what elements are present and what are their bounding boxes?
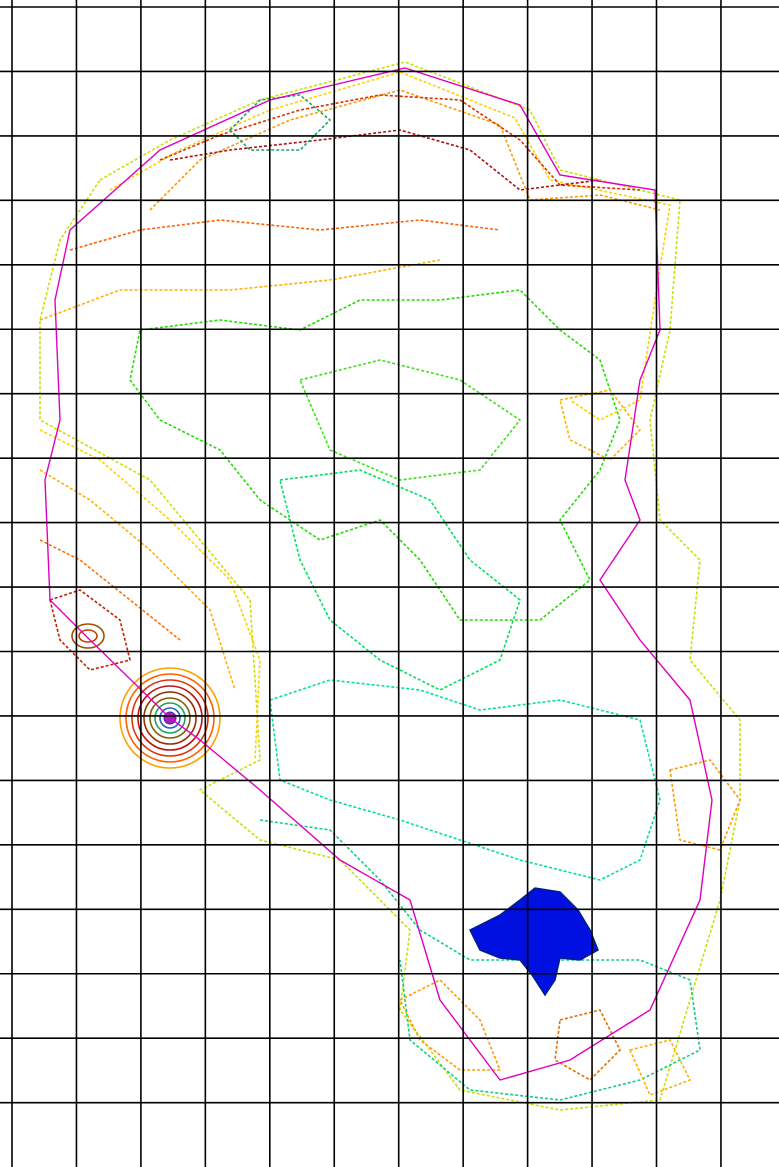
contour bbox=[280, 470, 520, 690]
contour bbox=[260, 820, 700, 1100]
contour bbox=[300, 360, 520, 480]
contour bbox=[40, 540, 180, 640]
contour bbox=[170, 130, 600, 190]
boundary bbox=[45, 68, 712, 1080]
contour-map bbox=[0, 0, 779, 1167]
contour bbox=[40, 430, 260, 760]
contour bbox=[230, 95, 330, 150]
contour bbox=[630, 1040, 690, 1095]
contour bbox=[560, 390, 640, 460]
contour-lines bbox=[40, 62, 740, 1110]
contour bbox=[130, 290, 620, 620]
contour bbox=[40, 260, 440, 320]
grid bbox=[0, 0, 779, 1167]
page: {"map": {"grid": true}} bbox=[0, 0, 779, 1167]
contour bbox=[555, 1010, 620, 1080]
contour bbox=[40, 62, 740, 1110]
lake bbox=[470, 888, 598, 995]
contour bbox=[400, 980, 500, 1070]
contour bbox=[110, 72, 670, 420]
contour bbox=[70, 220, 500, 250]
contour bbox=[670, 760, 740, 850]
